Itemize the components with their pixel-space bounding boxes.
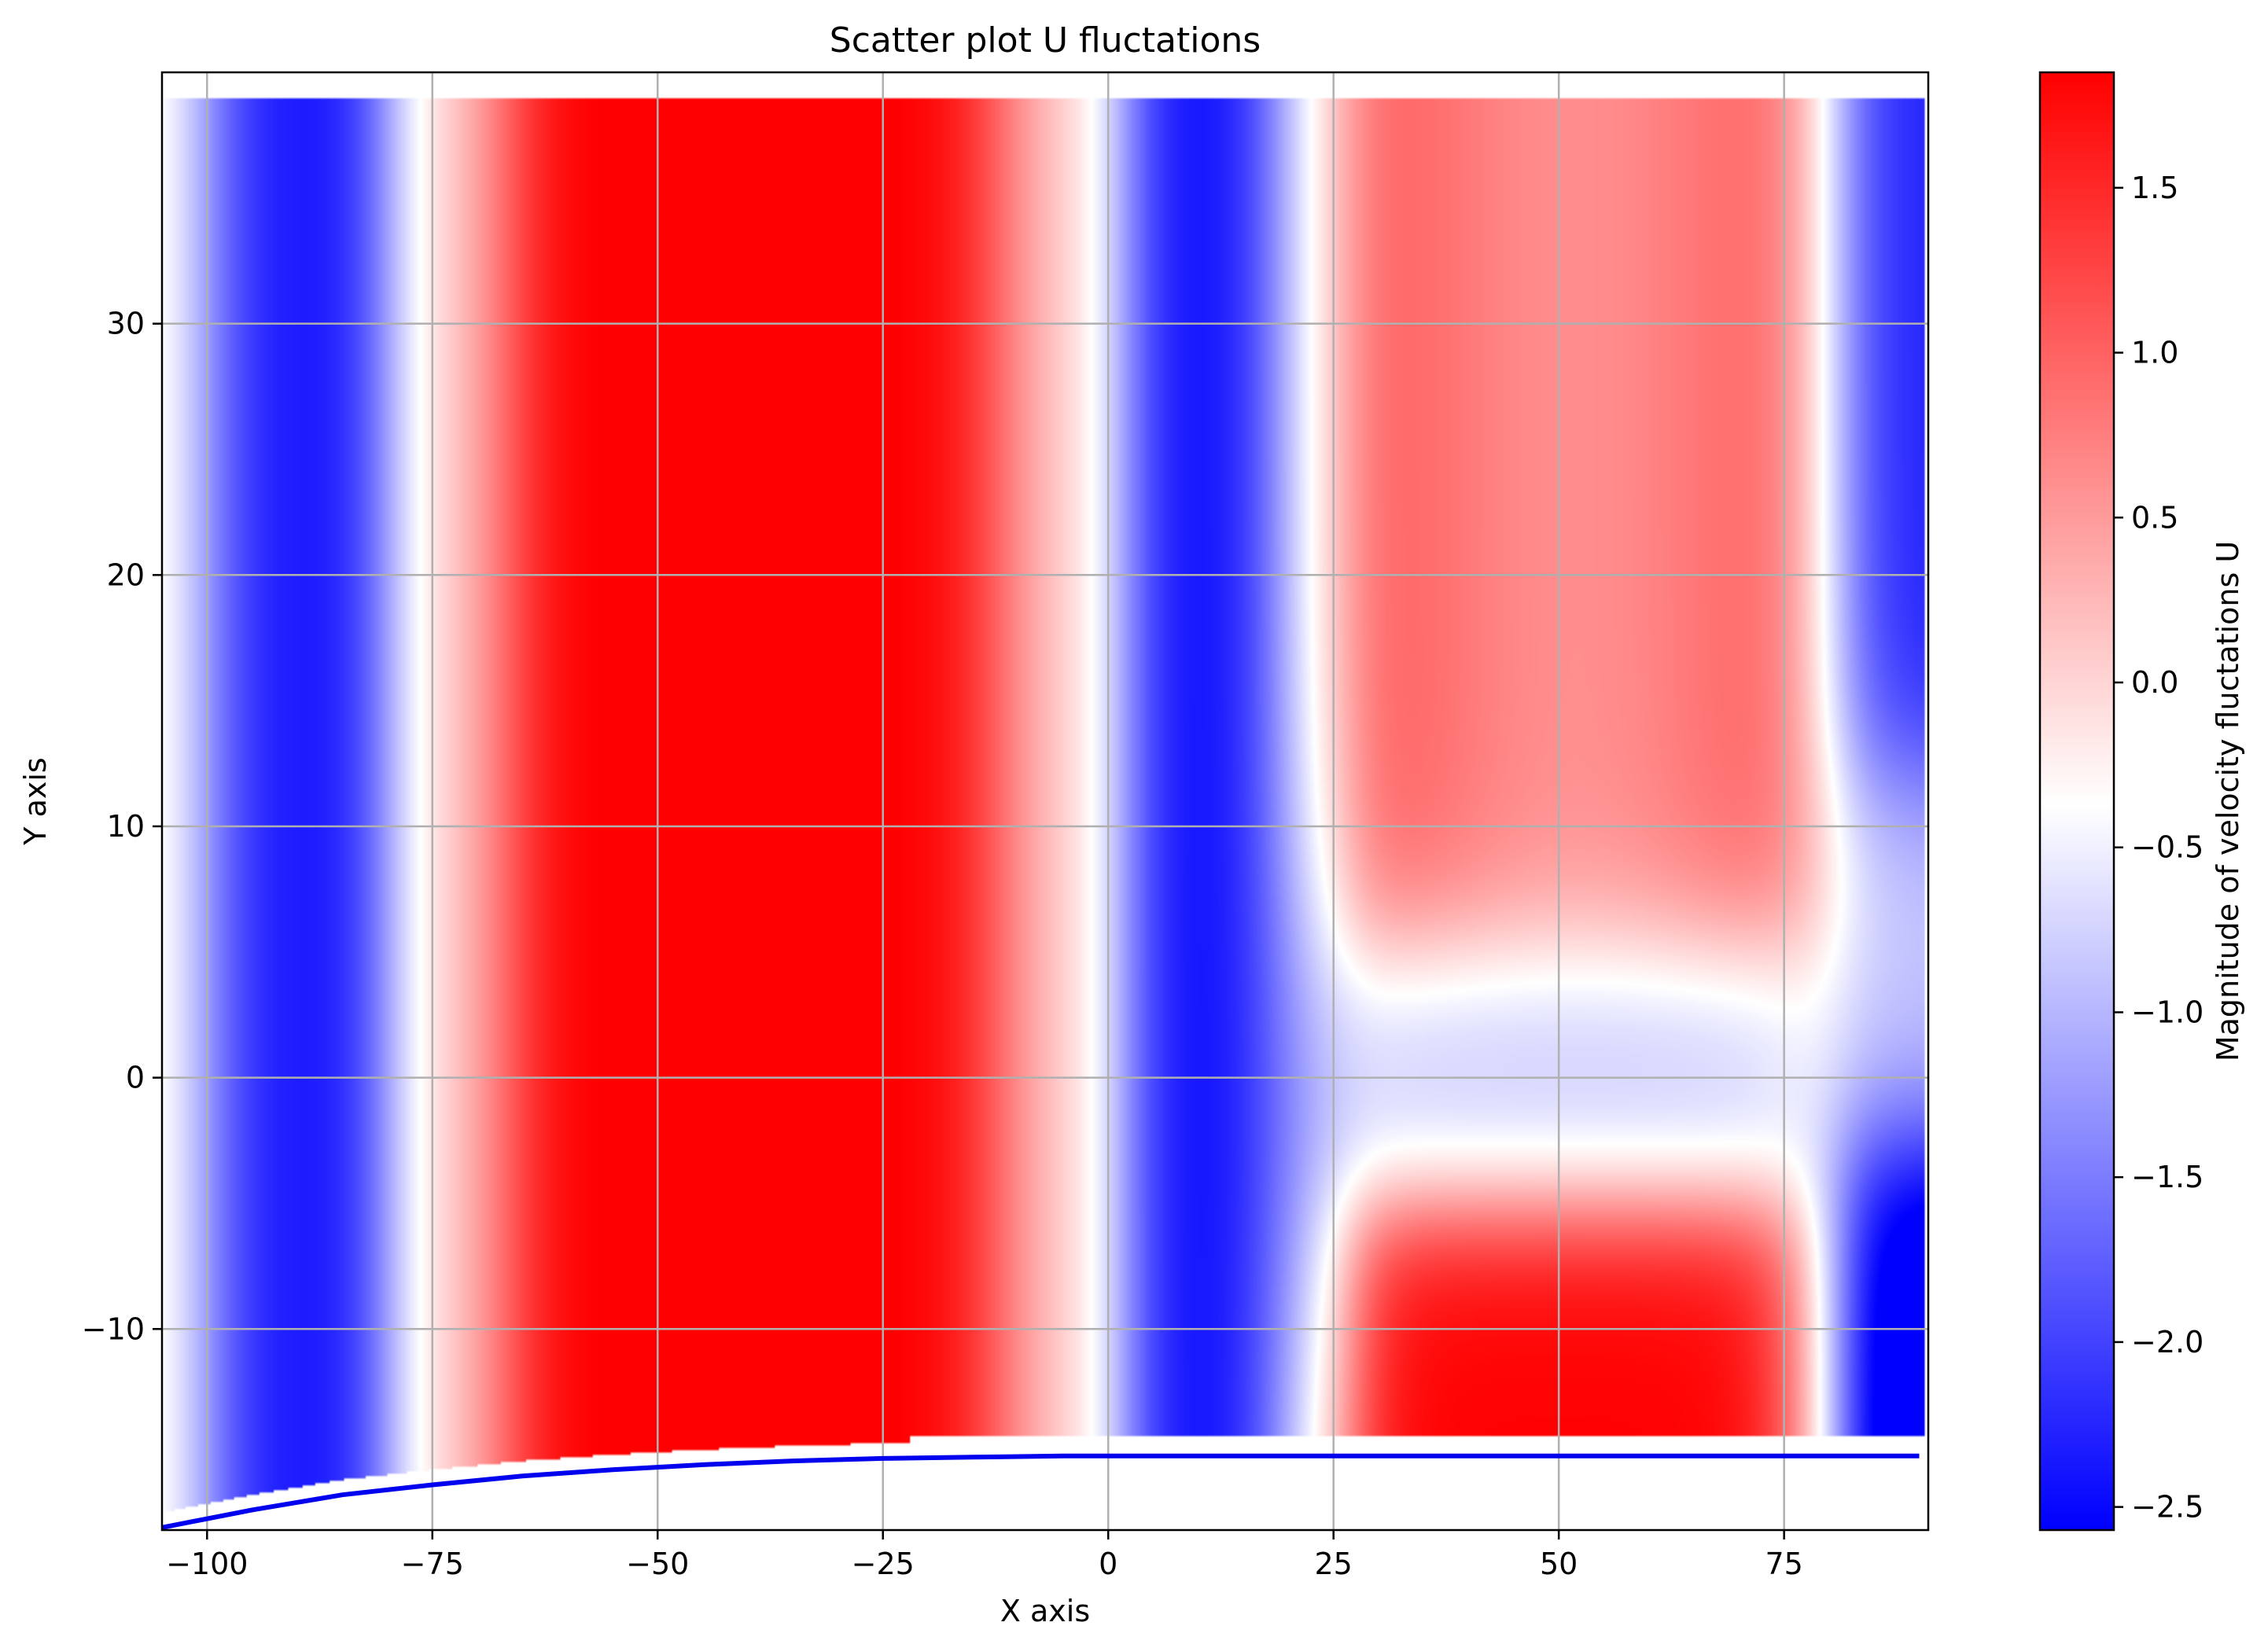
x-tick-label: 0 bbox=[1099, 1547, 1117, 1581]
y-tick-label: 20 bbox=[107, 557, 145, 592]
colorbar-tick-label: −2.5 bbox=[2131, 1490, 2204, 1525]
x-tick-label: 25 bbox=[1315, 1547, 1353, 1581]
colorbar-frame bbox=[2038, 71, 2115, 1532]
colorbar-label: Magnitude of velocity fluctations U bbox=[2211, 541, 2245, 1061]
y-axis-label: Y axis bbox=[18, 757, 53, 845]
colorbar-tick-label: −2.0 bbox=[2131, 1325, 2204, 1359]
y-tick-label: 0 bbox=[126, 1061, 145, 1095]
x-tick-label: −50 bbox=[626, 1547, 689, 1581]
colorbar-tick-label: −1.0 bbox=[2131, 995, 2204, 1029]
wall-curve bbox=[162, 1453, 1920, 1530]
x-tick-label: −25 bbox=[852, 1547, 915, 1581]
x-tick-label: 75 bbox=[1765, 1547, 1802, 1581]
colorbar-tick-label: 0.0 bbox=[2131, 665, 2178, 700]
y-tick-label: 10 bbox=[107, 809, 145, 844]
chart-title: Scatter plot U fluctations bbox=[830, 20, 1261, 61]
plot-area bbox=[162, 72, 1928, 1530]
gridlines bbox=[162, 72, 1928, 1530]
colorbar: −2.5 −2.0 −1.5 −1.0 −0.5 0.0 0.5 1.0 1.5 Magnitu… bbox=[2038, 71, 2245, 1532]
colorbar-gradient bbox=[2040, 72, 2114, 1530]
plot-frame bbox=[160, 71, 1930, 1532]
x-tick-label: −75 bbox=[401, 1547, 464, 1581]
colorbar-ticks: −2.5 −2.0 −1.5 −1.0 −0.5 0.0 0.5 1.0 1.5 bbox=[2114, 171, 2204, 1525]
colorbar-tick-label: −0.5 bbox=[2131, 830, 2204, 865]
colorbar-tick-label: 0.5 bbox=[2131, 500, 2178, 535]
x-tick-label: −100 bbox=[166, 1547, 248, 1581]
y-tick-label: 30 bbox=[107, 307, 145, 341]
x-axis-label: X axis bbox=[1000, 1594, 1090, 1628]
colorbar-tick-label: 1.0 bbox=[2131, 336, 2178, 370]
y-tick-label: −10 bbox=[82, 1311, 145, 1346]
y-axis: −10 0 10 20 30 bbox=[82, 307, 162, 1346]
x-axis: −100 −75 −50 −25 0 25 50 75 bbox=[166, 1530, 1803, 1581]
colorbar-tick-label: −1.5 bbox=[2131, 1160, 2204, 1194]
colorbar-tick-label: 1.5 bbox=[2131, 171, 2178, 205]
x-tick-label: 50 bbox=[1540, 1547, 1578, 1581]
heatmap-field bbox=[162, 72, 1928, 1530]
